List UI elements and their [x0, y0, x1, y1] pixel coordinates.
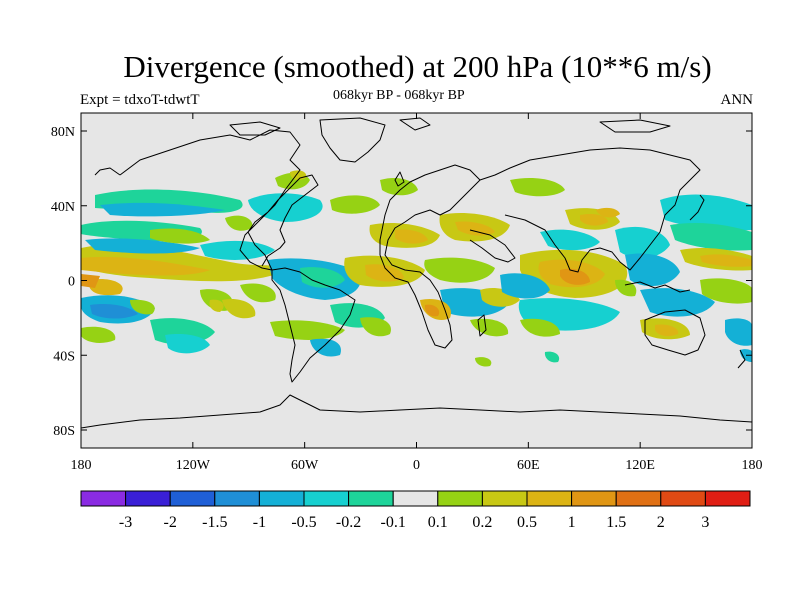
colorbar-box	[348, 490, 394, 507]
colorbar-label: -0.1	[381, 514, 406, 531]
colorbar-label: 0.5	[517, 514, 537, 531]
colorbar-label: -3	[119, 514, 132, 531]
north-america-atlantic	[200, 170, 380, 260]
colorbar-box	[169, 490, 216, 507]
latitude-label: 40S	[53, 349, 75, 364]
coastlines	[81, 117, 752, 429]
map-ticks	[80, 113, 753, 448]
colorbar	[80, 490, 751, 507]
latitude-label: 40N	[51, 200, 75, 215]
colorbar-box	[615, 490, 662, 507]
divergence-field	[81, 170, 752, 367]
colorbar-label: -1	[253, 514, 266, 531]
longitude-label: 120W	[176, 458, 211, 473]
experiment-label: Expt = tdxoT-tdwtT	[80, 92, 200, 108]
latitude-label: 80N	[51, 125, 75, 140]
longitude-label: 120E	[625, 458, 655, 473]
colorbar-box	[214, 490, 260, 507]
colorbar-label: -0.2	[336, 514, 361, 531]
colorbar-box	[303, 490, 350, 507]
colorbar-box	[258, 490, 305, 507]
south-pacific-region	[81, 295, 256, 354]
longitude-label: 60W	[291, 458, 319, 473]
colorbar-label: -0.5	[291, 514, 316, 531]
colorbar-label: 0.2	[472, 514, 492, 531]
colorbar-box	[526, 490, 573, 507]
latitude-label: 0	[68, 275, 75, 290]
colorbar-box	[437, 490, 483, 507]
colorbar-labels: -3 -2 -1.5 -1 -0.5 -0.2 -0.1 0.1 0.2 0.5 1 1.5 2 3	[119, 514, 709, 531]
colorbar-box	[80, 490, 127, 507]
latitude-label: 80S	[53, 424, 75, 439]
maritime-continent-region	[544, 194, 752, 363]
longitude-label: 180	[71, 458, 92, 473]
colorbar-label: 1.5	[606, 514, 626, 531]
longitude-label: 0	[413, 458, 420, 473]
colorbar-label: 1	[568, 514, 576, 531]
longitude-label: 180	[742, 458, 763, 473]
colorbar-box	[125, 490, 171, 507]
longitude-labels: 180 120W 60W 0 60E 120E 180	[71, 458, 763, 473]
colorbar-box	[392, 490, 439, 507]
period-label: 068kyr BP - 068kyr BP	[333, 88, 465, 103]
colorbar-box	[481, 490, 528, 507]
latitude-labels: 80N 40N 0 40S 80S	[51, 125, 75, 439]
tropical-band-north	[81, 244, 285, 296]
colorbar-label: -2	[164, 514, 177, 531]
atlantic-africa-region	[344, 178, 565, 320]
plot-title: Divergence (smoothed) at 200 hPa (10**6 …	[123, 49, 712, 84]
colorbar-label: 3	[701, 514, 709, 531]
north-pacific-band	[81, 189, 243, 254]
colorbar-box	[660, 490, 706, 507]
colorbar-label: 2	[657, 514, 665, 531]
season-label: ANN	[720, 92, 754, 108]
indian-ocean-region	[470, 208, 628, 367]
colorbar-label: 0.1	[428, 514, 448, 531]
colorbar-box	[571, 490, 617, 507]
colorbar-box	[704, 490, 751, 507]
longitude-label: 60E	[517, 458, 540, 473]
colorbar-label: -1.5	[202, 514, 227, 531]
